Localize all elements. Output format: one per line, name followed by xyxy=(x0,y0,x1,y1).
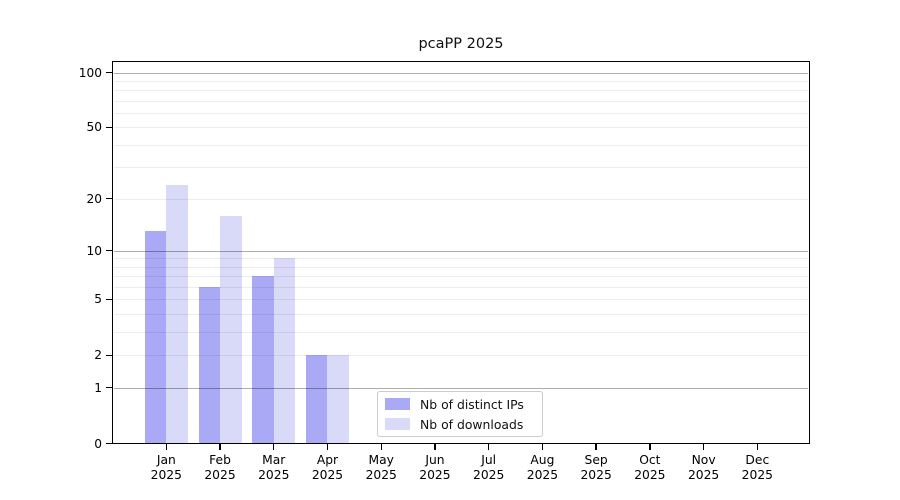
legend-item-distinct-ips: Nb of distinct IPs xyxy=(378,396,542,413)
gridline-minor xyxy=(113,100,808,102)
x-tick-label: Dec 2025 xyxy=(741,452,773,483)
gridline-major xyxy=(113,250,808,252)
legend-label-distinct-ips: Nb of distinct IPs xyxy=(420,396,524,412)
gridline-minor xyxy=(113,332,808,334)
x-tick xyxy=(273,444,275,450)
bar-distinct-ips-jan xyxy=(144,231,167,444)
x-tick xyxy=(649,444,651,450)
y-tick xyxy=(105,250,113,252)
x-tick xyxy=(702,444,705,450)
gridline-minor xyxy=(113,127,808,129)
x-tick-label: May 2025 xyxy=(365,452,397,483)
x-tick xyxy=(380,444,382,450)
x-tick-label: Mar 2025 xyxy=(258,452,290,483)
y-tick-label: 5 xyxy=(94,292,102,307)
gridline-minor xyxy=(113,355,808,357)
y-tick-label: 100 xyxy=(78,65,102,80)
y-tick-label: 50 xyxy=(86,120,102,135)
gridline-minor xyxy=(113,314,808,316)
x-tick-label: Jul 2025 xyxy=(473,452,505,483)
x-tick-label: Jan 2025 xyxy=(150,452,182,483)
x-tick-label: Jun 2025 xyxy=(419,452,451,483)
x-tick xyxy=(541,444,544,450)
x-tick-label: Oct 2025 xyxy=(634,452,666,483)
gridline-minor xyxy=(113,276,808,278)
x-tick xyxy=(326,444,329,450)
gridline-minor xyxy=(113,299,808,301)
bar-downloads-jan xyxy=(166,184,188,444)
y-tick xyxy=(105,298,113,301)
gridline-minor xyxy=(113,144,808,146)
y-tick-label: 10 xyxy=(86,243,102,258)
y-tick-label: 0 xyxy=(94,436,102,451)
x-tick xyxy=(756,444,758,450)
x-tick-label: Apr 2025 xyxy=(311,452,344,483)
y-tick-label: 1 xyxy=(94,380,102,395)
bar-downloads-feb xyxy=(220,215,242,444)
legend: Nb of distinct IPs Nb of downloads xyxy=(377,391,543,437)
gridline-minor xyxy=(113,90,808,92)
legend-label-downloads: Nb of downloads xyxy=(420,416,524,432)
y-tick xyxy=(105,354,113,356)
bar-distinct-ips-mar xyxy=(252,276,274,444)
x-tick-label: Aug 2025 xyxy=(526,452,559,483)
legend-swatch-distinct-ips-icon xyxy=(385,398,410,410)
x-tick-label: Nov 2025 xyxy=(687,452,720,483)
y-tick xyxy=(105,126,113,129)
gridline-minor xyxy=(113,287,808,289)
x-tick xyxy=(595,444,597,450)
chart-title: pcaPP 2025 xyxy=(418,36,504,52)
x-tick xyxy=(488,444,490,450)
gridline-major xyxy=(113,387,808,389)
x-tick-label: Feb 2025 xyxy=(204,452,236,483)
x-tick xyxy=(219,444,221,450)
y-tick-label: 20 xyxy=(86,191,102,206)
y-tick xyxy=(105,198,113,200)
bar-downloads-apr xyxy=(327,355,349,444)
y-tick-label: 2 xyxy=(94,348,102,363)
gridline-minor xyxy=(113,167,808,169)
x-tick xyxy=(165,444,167,450)
y-tick xyxy=(105,387,113,389)
gridline-minor xyxy=(113,113,808,115)
y-tick xyxy=(105,442,113,445)
x-tick xyxy=(434,444,436,450)
gridline-major xyxy=(113,72,808,74)
legend-item-downloads: Nb of downloads xyxy=(378,416,542,433)
gridline-minor xyxy=(113,258,808,260)
bar-downloads-mar xyxy=(273,258,296,444)
gridline-minor xyxy=(113,266,808,268)
y-tick xyxy=(105,71,113,74)
bar-distinct-ips-apr xyxy=(305,355,328,444)
legend-swatch-downloads-icon xyxy=(385,418,410,430)
x-tick-label: Sep 2025 xyxy=(580,452,612,483)
gridline-minor xyxy=(113,80,808,82)
gridline-minor xyxy=(113,198,808,200)
bar-distinct-ips-feb xyxy=(198,287,221,444)
